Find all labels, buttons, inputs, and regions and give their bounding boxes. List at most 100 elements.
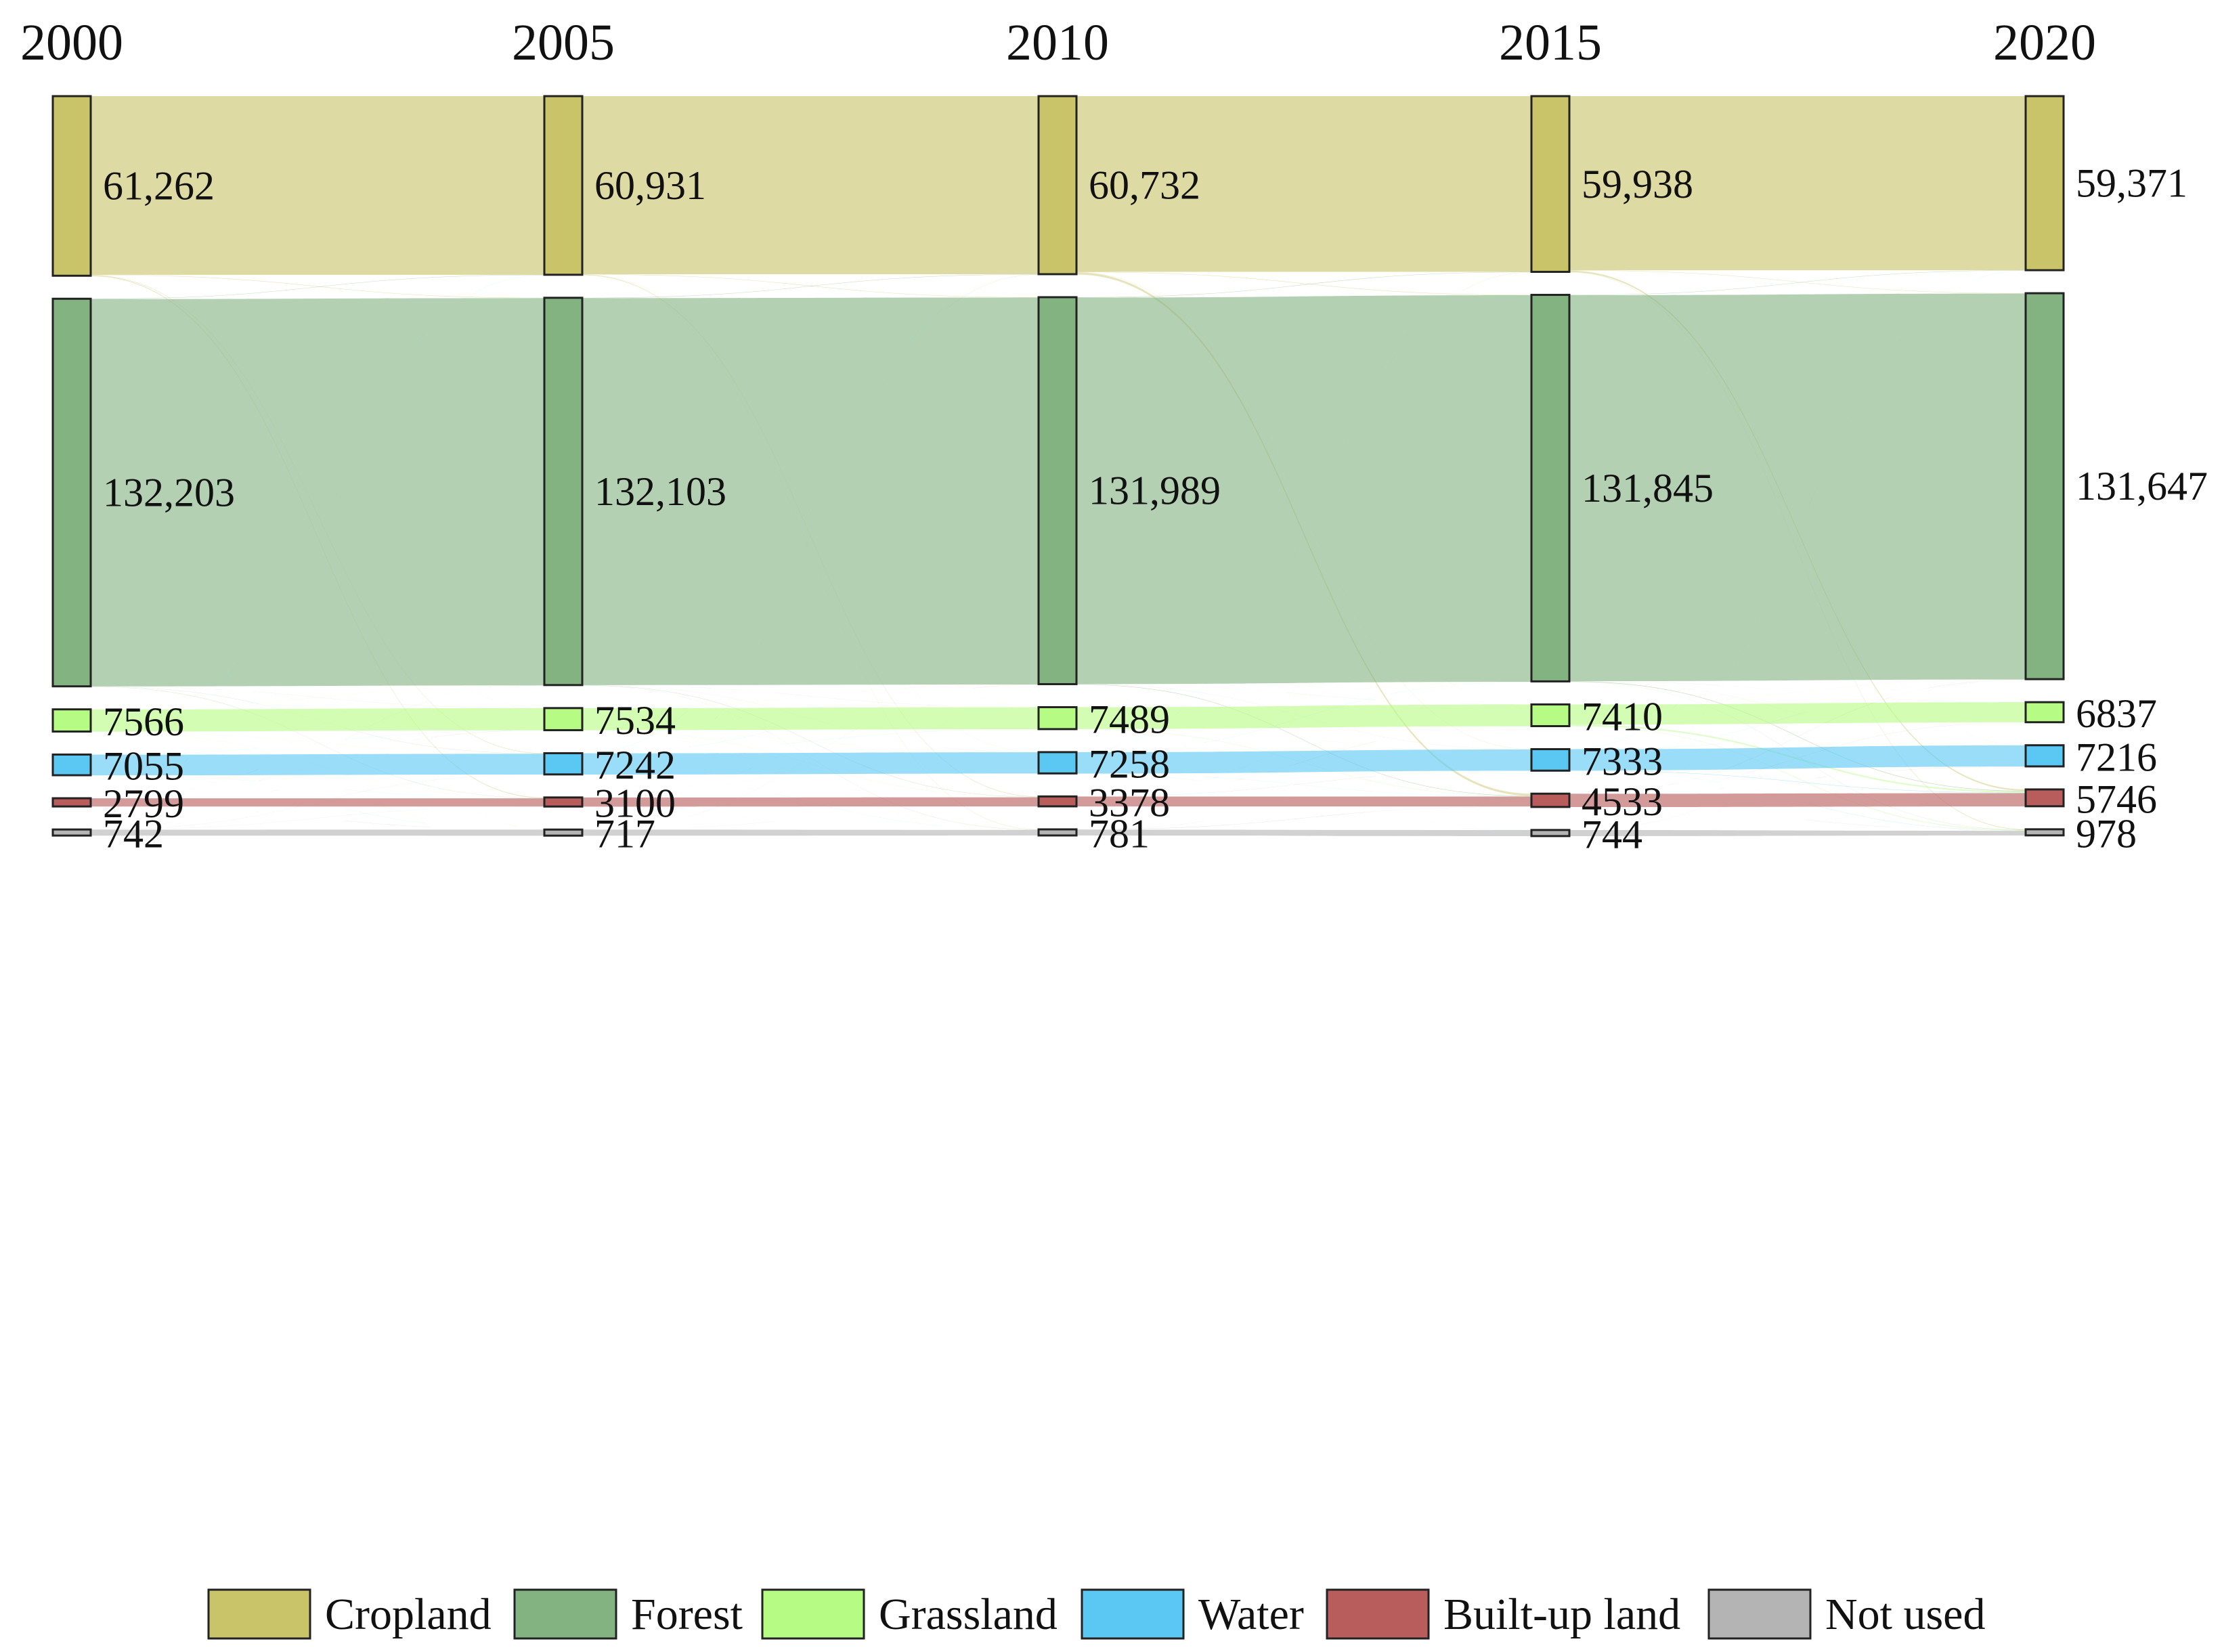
value-label-water-2000: 7055 [103,744,184,789]
legend-label-built-up-land: Built-up land [1443,1590,1680,1639]
flow-water-to-built-up-land-2015 [1569,770,2026,794]
flow-cropland-to-forest-2010 [1076,271,1531,296]
node-forest-2020 [2024,292,2065,680]
flow-water-to-water-2005 [582,752,1039,775]
flow-grassland-to-forest-2000 [91,685,544,710]
value-label-forest-2020: 131,647 [2076,464,2208,508]
flow-built-up-land-to-built-up-land-2005 [582,797,1039,807]
flow-grassland-to-water-2015 [1569,724,2026,745]
flow-water-to-water-2015 [1569,745,2026,770]
flow-built-up-land-to-water-2005 [582,773,1039,798]
node-water-2005 [543,752,584,776]
node-not-used-2010 [1037,828,1078,837]
flow-grassland-to-grassland-2010 [1076,704,1531,729]
legend-swatch-not-used [1707,1588,1812,1640]
value-label-cropland-2005: 60,931 [594,163,706,208]
flow-cropland-to-cropland-2015 [1569,96,2026,271]
flow-not-used-to-built-up-land-2005 [582,806,1039,830]
year-label-2015: 2015 [1499,14,1602,71]
flow-forest-to-cropland-2015 [1569,270,2026,296]
flow-grassland-to-cropland-2005 [582,274,1039,708]
legend-label-cropland: Cropland [325,1590,492,1639]
flow-grassland-to-forest-2005 [582,684,1039,708]
flow-built-up-land-to-not-used-2010 [1076,806,1531,830]
flow-water-to-forest-2000 [91,685,544,755]
flow-water-to-cropland-2010 [1076,272,1531,752]
flow-built-up-land-to-built-up-land-2015 [1569,793,2026,808]
flow-water-to-built-up-land-2005 [582,775,1039,798]
node-forest-2015 [1530,294,1571,682]
flow-not-used-to-not-used-2010 [1076,829,1531,836]
flow-built-up-land-to-forest-2010 [1076,682,1531,797]
flow-grassland-to-forest-2010 [1076,681,1531,708]
flow-water-to-built-up-land-2010 [1076,773,1531,797]
flow-built-up-land-to-built-up-land-2010 [1076,796,1531,807]
year-label-2000: 2000 [20,14,123,71]
flow-built-up-land-to-grassland-2010 [1076,726,1531,797]
value-label-not-used-2010: 781 [1089,811,1150,856]
flow-built-up-land-to-built-up-land-2000 [91,798,544,807]
node-cropland-2010 [1037,95,1078,276]
flow-not-used-to-grassland-2005 [582,729,1039,830]
flow-not-used-to-water-2005 [582,773,1039,830]
flow-built-up-land-to-not-used-2015 [1569,807,2026,831]
flow-built-up-land-to-not-used-2000 [91,806,544,830]
flow-built-up-land-to-grassland-2015 [1569,722,2026,794]
flow-grassland-to-water-2010 [1076,729,1531,749]
flow-forest-to-grassland-2015 [1569,681,2026,703]
flow-not-used-to-cropland-2010 [1076,272,1531,829]
flow-forest-to-built-up-land-2000 [91,687,544,799]
flow-grassland-to-grassland-2000 [91,708,544,732]
flow-grassland-to-forest-2015 [1569,679,2026,705]
flow-not-used-to-grassland-2015 [1569,722,2026,830]
value-label-not-used-2015: 744 [1582,812,1642,856]
flow-forest-to-built-up-land-2010 [1076,684,1531,797]
legend-label-not-used: Not used [1825,1590,1985,1639]
flow-not-used-to-forest-2010 [1076,682,1531,829]
flow-not-used-to-built-up-land-2010 [1076,806,1531,830]
flow-water-to-cropland-2000 [91,275,544,755]
flow-cropland-to-forest-2015 [1569,270,2026,294]
node-cropland-2000 [51,95,92,277]
value-label-built-up-land-2000: 2799 [103,781,184,826]
flow-grassland-to-cropland-2015 [1569,270,2026,705]
year-label-2020: 2020 [1993,14,2096,71]
legend-swatch-forest [513,1588,617,1640]
flow-cropland-to-forest-2000 [91,274,544,299]
node-grassland-2015 [1530,703,1571,728]
node-water-2000 [51,753,92,777]
value-label-grassland-2010: 7489 [1089,697,1170,742]
legend-swatch-grassland [761,1588,865,1640]
flow-water-to-water-2000 [91,754,544,776]
value-label-grassland-2005: 7534 [594,698,676,743]
value-label-built-up-land-2005: 3100 [594,781,676,826]
flow-water-to-cropland-2015 [1569,270,2026,749]
flow-grassland-to-grassland-2005 [582,707,1039,731]
flow-cropland-to-cropland-2005 [582,96,1039,274]
legend-label-grassland: Grassland [879,1590,1058,1639]
flow-built-up-land-to-water-2000 [91,774,544,799]
node-built-up-land-2000 [51,797,92,808]
value-label-built-up-land-2010: 3378 [1089,781,1170,825]
value-label-water-2015: 7333 [1582,739,1663,783]
flow-grassland-to-not-used-2015 [1569,726,2026,831]
flow-grassland-to-grassland-2015 [1569,702,2026,725]
flow-not-used-to-cropland-2005 [582,274,1039,830]
flow-not-used-to-built-up-land-2000 [91,806,544,830]
flow-water-to-forest-2010 [1076,682,1531,753]
flow-built-up-land-to-not-used-2005 [582,806,1039,830]
value-label-grassland-2000: 7566 [103,699,184,744]
flow-cropland-to-cropland-2010 [1076,96,1531,272]
flow-not-used-to-not-used-2000 [91,829,544,836]
flow-grassland-to-not-used-2010 [1076,729,1531,830]
node-built-up-land-2015 [1530,792,1571,808]
flow-cropland-to-cropland-2000 [91,96,544,275]
value-label-cropland-2020: 59,371 [2076,161,2187,206]
legend: Cropland Forest Grassland Water Built-up lan… [207,1588,1985,1640]
flow-links [91,96,2026,836]
legend-swatch-cropland [207,1588,311,1640]
node-cropland-2005 [543,95,584,276]
flow-water-to-forest-2015 [1569,679,2026,749]
node-not-used-2005 [543,828,584,837]
flow-water-to-water-2010 [1076,749,1531,774]
